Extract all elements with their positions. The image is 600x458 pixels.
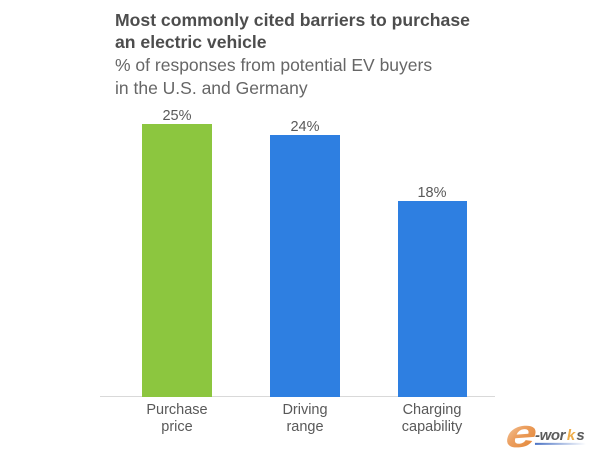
svg-text:s: s [576,427,584,444]
svg-text:e: e [504,417,539,451]
svg-text:-wor: -wor [535,427,567,444]
svg-text:k: k [567,427,576,444]
